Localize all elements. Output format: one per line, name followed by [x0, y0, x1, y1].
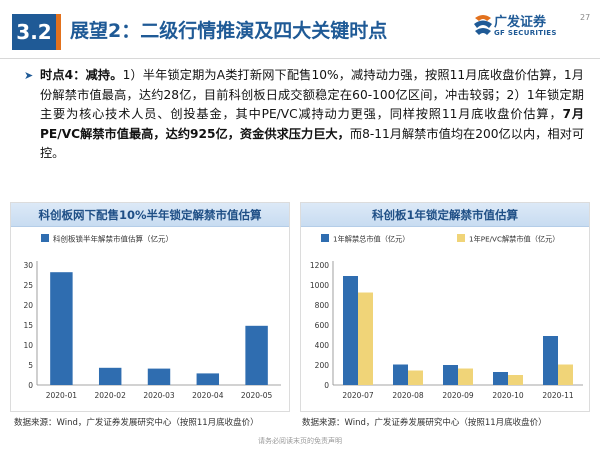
right-y-tick-label: 1000: [310, 281, 329, 290]
section-badge-accent: [56, 14, 61, 50]
chart-left-plot: 0 5 10 15 20 25 30 2020-01 2020-02 2020-03 2020-04…: [23, 234, 281, 400]
right-bar: [358, 292, 373, 385]
point-heading: 时点4：减持。: [40, 68, 123, 82]
left-y-tick-label: 20: [23, 301, 33, 310]
right-x-tick-label: 2020-11: [542, 391, 574, 400]
logo-mark-icon: [474, 15, 492, 35]
right-x-tick-label: 2020-08: [392, 391, 424, 400]
slide-header: 3.2 展望2：二级行情推演及四大关键时点 广发证券 GF SECURITIES…: [0, 0, 600, 60]
chart-right-title: 科创板1年锁定解禁市值估算: [371, 208, 518, 222]
right-y-tick-label: 600: [315, 321, 330, 330]
paragraph-body-1: 1）半年锁定期为A类打新网下配售10%，减持动力强，按照11月底收盘价估算，1月…: [40, 68, 584, 122]
chart-left: 科创板网下配售10%半年锁定解禁市值估算 0 5 10 15 20 25 30 2020-01…: [10, 202, 290, 412]
footer-disclaimer: 请务必阅读末页的免责声明: [258, 437, 342, 445]
main-paragraph: ➤ 时点4：减持。1）半年锁定期为A类打新网下配售10%，减持动力强，按照11月…: [24, 66, 584, 164]
chart-right-plot: 0 200 400 600 800 1000 1200 2020-07 2020-08 2020-…: [310, 234, 583, 400]
right-bar: [543, 336, 558, 385]
right-y-tick-label: 1200: [310, 261, 329, 270]
company-logo: 广发证券 GF SECURITIES: [472, 10, 572, 48]
left-bar: [147, 368, 171, 385]
paragraph-body-2: 而8-11月解禁市值均在200亿以内，相对可控。: [40, 126, 585, 161]
left-legend-label: 科创板锁半年解禁市值估算（亿元）: [53, 234, 173, 244]
right-x-tick-label: 2020-07: [342, 391, 374, 400]
chart-left-title-bar: 科创板网下配售10%半年锁定解禁市值估算: [11, 203, 289, 227]
left-y-tick-label: 10: [23, 341, 33, 350]
right-bar: [558, 364, 573, 385]
chart-right-title-bar: 科创板1年锁定解禁市值估算: [301, 203, 589, 227]
right-x-tick-label: 2020-09: [442, 391, 474, 400]
right-bar: [458, 368, 473, 385]
right-bar: [508, 375, 523, 385]
left-x-tick-label: 2020-04: [192, 391, 224, 400]
chart-left-title: 科创板网下配售10%半年锁定解禁市值估算: [38, 208, 262, 222]
right-bar: [343, 276, 358, 385]
right-y-tick-label: 800: [315, 301, 330, 310]
right-y-tick-label: 400: [315, 341, 330, 350]
left-bar: [196, 373, 220, 385]
left-bar: [245, 325, 268, 385]
paragraph-emphasis: 7月PE/VC解禁市值最高，达约925亿，资金供求压力巨大，: [40, 107, 585, 141]
page-number: 27: [580, 13, 591, 22]
header-divider: [0, 58, 600, 59]
page-title: 展望2：二级行情推演及四大关键时点: [70, 20, 388, 42]
left-legend-swatch: [41, 234, 49, 242]
left-x-tick-label: 2020-03: [143, 391, 175, 400]
right-legend-label: 1年PE/VC解禁市值（亿元）: [469, 235, 560, 244]
bullet-arrow-icon: ➤: [24, 69, 34, 82]
source-note-right: 数据来源：Wind，广发证券发展研究中心（按照11月底收盘价）: [302, 418, 547, 428]
chart-right: 科创板1年锁定解禁市值估算 0 200 400 600 800 1000 1200 2020-…: [300, 202, 590, 412]
source-note-left: 数据来源：Wind，广发证券发展研究中心（按照11月底收盘价）: [14, 418, 259, 428]
left-x-tick-label: 2020-01: [46, 391, 78, 400]
right-legend-swatch: [321, 234, 329, 242]
left-y-tick-label: 30: [23, 261, 33, 270]
left-y-tick-label: 15: [23, 321, 33, 330]
left-bar: [98, 367, 122, 385]
left-x-tick-label: 2020-02: [95, 391, 127, 400]
right-legend-swatch: [457, 234, 465, 242]
right-bar: [408, 370, 423, 385]
right-bar: [443, 365, 458, 385]
left-x-tick-label: 2020-05: [241, 391, 273, 400]
left-y-tick-label: 25: [23, 281, 33, 290]
right-x-tick-label: 2020-10: [492, 391, 524, 400]
logo-subtext: GF SECURITIES: [494, 29, 557, 37]
left-bar: [50, 272, 73, 385]
right-y-tick-label: 200: [315, 361, 330, 370]
right-bar: [393, 364, 408, 385]
right-y-tick-label: 0: [324, 381, 329, 390]
logo-text: 广发证券: [494, 15, 547, 30]
right-legend-label: 1年解禁总市值（亿元）: [333, 235, 409, 244]
section-badge: 3.2: [12, 14, 56, 50]
paragraph-text: 时点4：减持。1）半年锁定期为A类打新网下配售10%，减持动力强，按照11月底收…: [40, 66, 584, 164]
left-y-tick-label: 5: [28, 361, 33, 370]
right-bar: [493, 372, 508, 385]
left-y-tick-label: 0: [28, 381, 33, 390]
